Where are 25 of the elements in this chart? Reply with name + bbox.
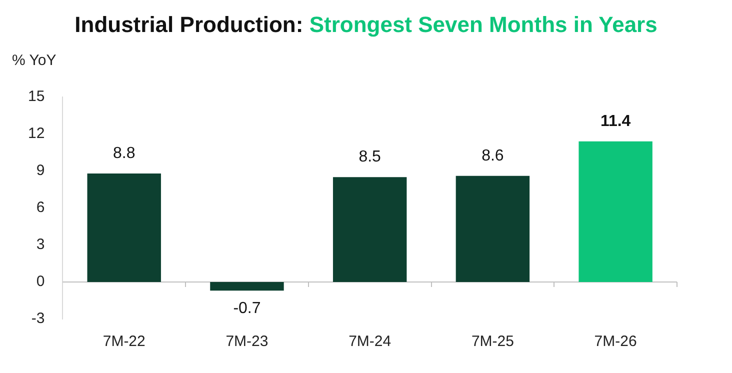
y-tick-label: -3	[31, 310, 45, 328]
bar	[87, 173, 161, 282]
chart-subtitle: Strongest Seven Months in Years	[309, 12, 658, 37]
x-tick-label: 7M-25	[471, 333, 514, 350]
x-tick-label: 7M-26	[594, 333, 637, 350]
chart-title: Industrial Production:	[74, 12, 304, 37]
data-label: 8.5	[358, 148, 382, 166]
x-tick-label: 7M-24	[348, 333, 392, 350]
bar	[578, 141, 652, 282]
bar	[210, 282, 284, 291]
y-tick-label: 3	[36, 236, 45, 254]
data-label: 8.6	[482, 147, 504, 164]
y-tick-label: 0	[36, 273, 45, 290]
y-axis-title: % YoY	[12, 52, 56, 69]
bar	[332, 177, 407, 282]
y-tick-label: 15	[28, 88, 45, 106]
data-label: 11.4	[600, 112, 631, 130]
y-tick-label: 6	[36, 199, 45, 216]
bar	[456, 176, 530, 282]
data-label: 8.8	[112, 144, 136, 162]
x-tick-label: 7M-22	[102, 333, 146, 350]
data-label: -0.7	[233, 300, 261, 318]
x-tick-label: 7M-23	[226, 333, 268, 350]
y-tick-label: 9	[36, 162, 45, 180]
y-tick-label: 12	[28, 125, 45, 142]
